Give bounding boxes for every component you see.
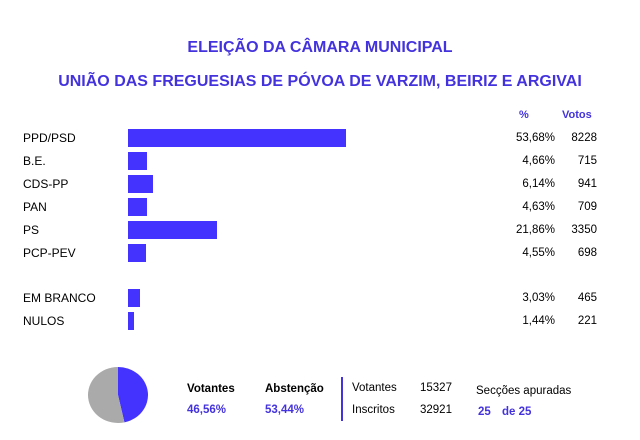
row-label: CDS-PP <box>23 177 69 191</box>
row-pct: 21,86% <box>515 224 555 236</box>
row-pct: 6,14% <box>522 178 555 190</box>
row-pct: 3,03% <box>522 292 555 304</box>
row-label: B.E. <box>23 154 46 168</box>
row-votes: 221 <box>577 315 597 327</box>
row-pct: 1,44% <box>522 315 555 327</box>
row-label: PAN <box>23 200 47 214</box>
row-pct: 53,68% <box>515 132 555 144</box>
footer-divider <box>341 377 343 421</box>
seccoes-label: Secções apuradas <box>476 385 572 397</box>
bar-b-e- <box>128 152 147 170</box>
row-votes: 941 <box>577 178 597 190</box>
row-votes: 465 <box>577 292 597 304</box>
bar-pcp-pev <box>128 244 147 262</box>
votantes-pct: 46,56% <box>187 404 227 416</box>
pie-slice-votantes <box>118 367 149 423</box>
bar-pan <box>128 198 147 216</box>
votantes-label: Votantes <box>187 383 235 395</box>
votantes-count: 15327 <box>420 382 452 394</box>
votantes-count-label: Votantes <box>352 382 397 394</box>
bar-em-branco <box>128 289 141 307</box>
chart-subtitle: UNIÃO DAS FREGUESIAS DE PÓVOA DE VARZIM,… <box>58 73 582 90</box>
row-votes: 8228 <box>571 132 597 144</box>
row-label: EM BRANCO <box>23 291 96 305</box>
bar-cds-pp <box>128 175 153 193</box>
bar-ppd-psd <box>128 129 346 147</box>
row-votes: 3350 <box>571 224 597 236</box>
row-pct: 4,55% <box>522 247 555 259</box>
bar-nulos <box>128 312 134 330</box>
inscritos-count: 32921 <box>420 404 452 416</box>
votes-column-header: Votos <box>562 109 592 121</box>
pct-column-header: % <box>519 109 529 121</box>
row-label: NULOS <box>23 314 65 328</box>
seccoes-done: 25 <box>478 406 491 418</box>
row-votes: 709 <box>577 201 597 213</box>
turnout-pie <box>88 367 149 423</box>
row-votes: 715 <box>577 155 597 167</box>
row-pct: 4,63% <box>522 201 555 213</box>
abstencao-pct: 53,44% <box>265 404 305 416</box>
seccoes-total: de 25 <box>502 406 532 418</box>
row-pct: 4,66% <box>522 155 555 167</box>
row-label: PPD/PSD <box>23 131 76 145</box>
abstencao-label: Abstenção <box>265 383 324 395</box>
chart-title: ELEIÇÃO DA CÂMARA MUNICIPAL <box>187 39 453 56</box>
row-label: PCP-PEV <box>23 246 76 260</box>
row-label: PS <box>23 223 40 237</box>
inscritos-label: Inscritos <box>352 404 395 416</box>
pie-slice-absten-o <box>88 367 125 423</box>
bar-ps <box>128 221 217 239</box>
row-votes: 698 <box>577 247 597 259</box>
